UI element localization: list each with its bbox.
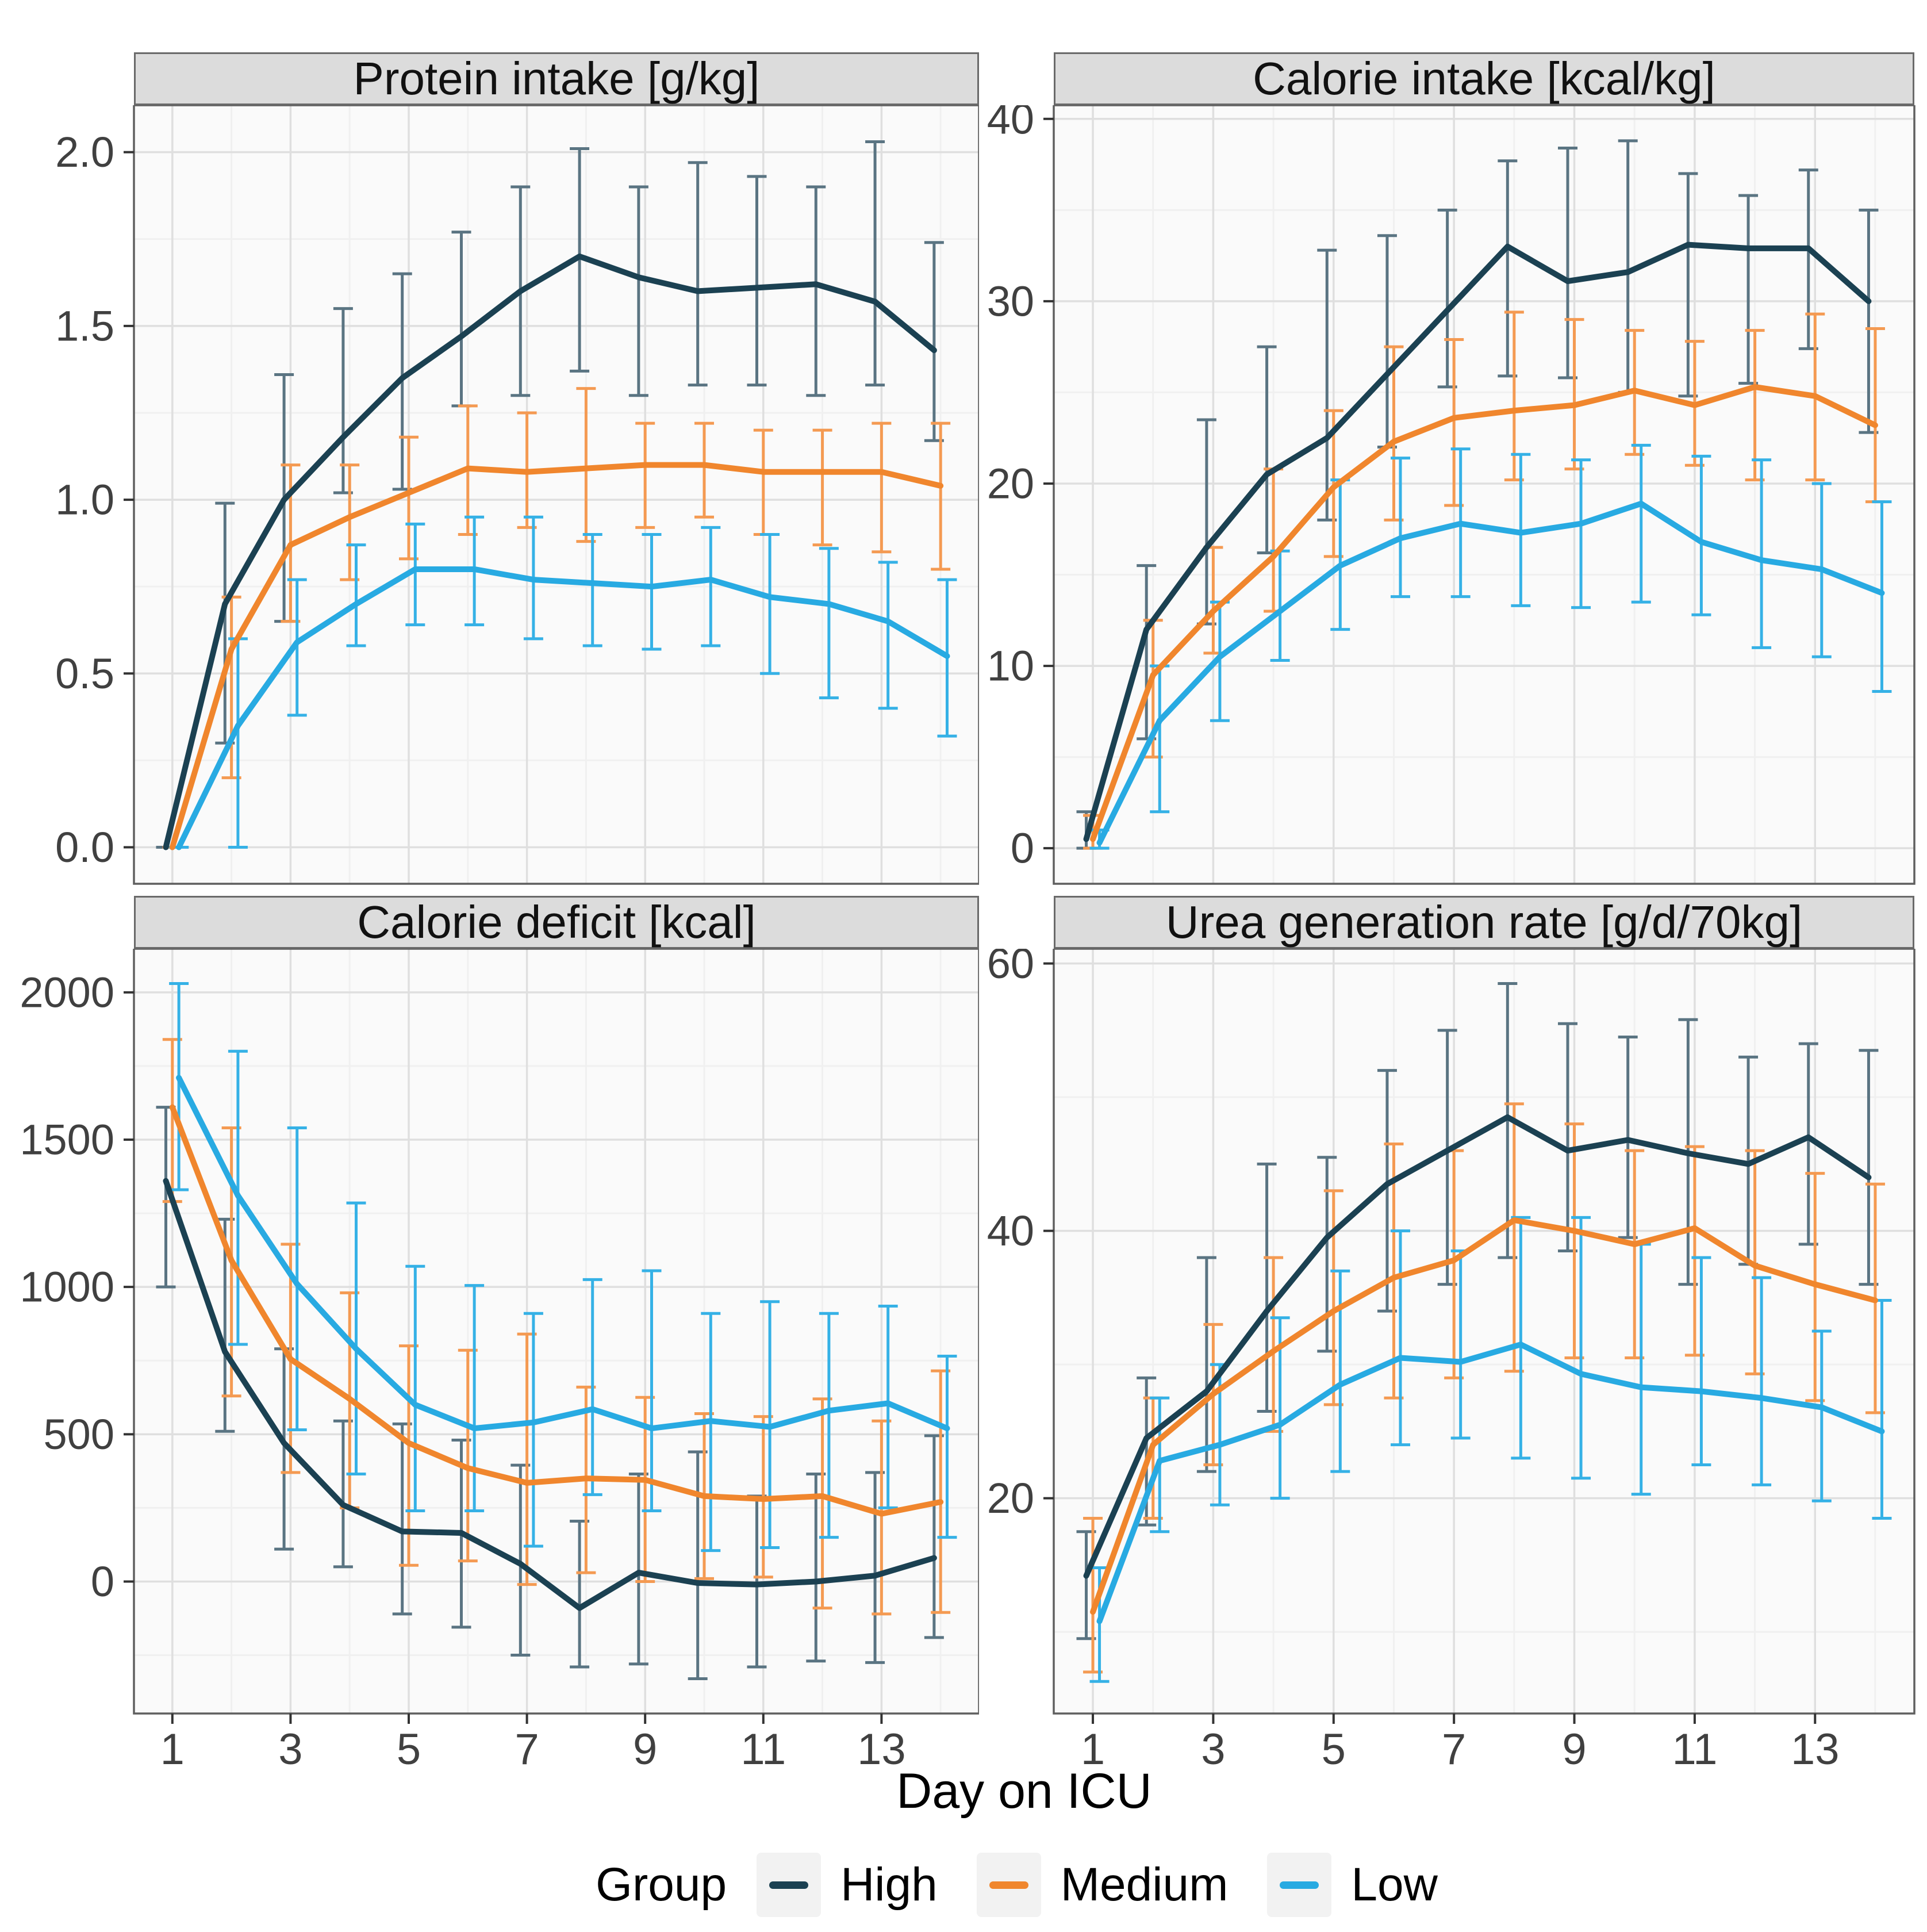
svg-text:20: 20 — [987, 1474, 1034, 1522]
svg-text:5: 5 — [397, 1725, 421, 1774]
facet-plot-calorie-intake: 0 10 20 30 40 — [987, 105, 1916, 885]
facet-strip-urea-generation-rate: Urea generation rate [g/d/70kg] — [1054, 896, 1914, 949]
panel-background — [134, 949, 979, 1713]
y-axis: 0 500 1000 1500 2000 — [20, 968, 134, 1605]
svg-text:40: 40 — [987, 1207, 1034, 1255]
legend-key-high — [757, 1853, 822, 1917]
facet-title: Calorie intake [kcal/kg] — [1253, 53, 1715, 104]
svg-text:11: 11 — [1672, 1725, 1717, 1774]
panel-background — [1054, 949, 1914, 1713]
svg-text:30: 30 — [987, 277, 1034, 325]
y-axis: 0.0 0.5 1.0 1.5 2.0 — [55, 128, 134, 871]
svg-text:0.0: 0.0 — [55, 823, 114, 871]
svg-text:13: 13 — [1791, 1725, 1840, 1774]
low-line-swatch-icon — [1280, 1881, 1319, 1889]
legend-label-low: Low — [1351, 1858, 1438, 1911]
facet-strip-calorie-deficit: Calorie deficit [kcal] — [134, 896, 979, 949]
x-axis-title: Day on ICU — [896, 1764, 1152, 1819]
svg-text:5: 5 — [1322, 1725, 1346, 1774]
svg-text:7: 7 — [1442, 1725, 1466, 1774]
facet-strip-protein-intake: Protein intake [g/kg] — [134, 52, 979, 105]
svg-text:1.0: 1.0 — [55, 476, 114, 524]
errorbars-high — [156, 140, 944, 849]
medium-line-swatch-icon — [989, 1881, 1028, 1889]
svg-text:2000: 2000 — [20, 968, 114, 1016]
facet-title: Calorie deficit [kcal] — [357, 896, 756, 948]
series-line-medium — [169, 462, 944, 850]
facet-title: Protein intake [g/kg] — [353, 53, 760, 104]
series-line-medium — [1090, 384, 1878, 842]
errorbars-low — [169, 982, 957, 1552]
series-line-high — [163, 253, 937, 850]
svg-text:0: 0 — [91, 1558, 114, 1605]
svg-text:9: 9 — [1562, 1725, 1586, 1774]
series-line-high — [1083, 1114, 1872, 1579]
svg-text:2.0: 2.0 — [55, 128, 114, 176]
svg-text:1000: 1000 — [20, 1263, 114, 1311]
facet-strip-calorie-intake: Calorie intake [kcal/kg] — [1054, 52, 1914, 105]
panel-border — [1053, 105, 1916, 885]
svg-text:3: 3 — [1201, 1725, 1225, 1774]
svg-text:500: 500 — [44, 1410, 114, 1458]
y-axis: 20 40 60 — [987, 949, 1054, 1522]
svg-text:10: 10 — [987, 642, 1034, 690]
svg-text:1: 1 — [160, 1725, 185, 1774]
panel-background — [1054, 105, 1914, 884]
svg-text:0.5: 0.5 — [55, 650, 114, 697]
x-axis: 1 3 5 7 9 11 13 — [160, 1713, 906, 1774]
svg-text:40: 40 — [987, 105, 1034, 143]
series-line-medium — [1090, 1217, 1878, 1615]
errorbars-medium — [162, 387, 951, 849]
series-line-high — [1083, 241, 1872, 842]
grid-minor — [1054, 105, 1914, 884]
panel-border — [1053, 949, 1916, 1715]
svg-text:1: 1 — [1081, 1725, 1105, 1774]
legend-key-medium — [976, 1853, 1041, 1917]
series-line-low — [176, 566, 950, 850]
high-line-swatch-icon — [769, 1881, 809, 1889]
series-line-high — [163, 1178, 937, 1611]
facet-plot-protein-intake: 0.0 0.5 1.0 1.5 2.0 — [55, 105, 979, 885]
errorbars-low — [1089, 443, 1892, 850]
svg-text:13: 13 — [857, 1725, 906, 1774]
svg-text:3: 3 — [278, 1725, 302, 1774]
series-line-low — [176, 1075, 950, 1432]
svg-text:9: 9 — [633, 1725, 657, 1774]
series-line-low — [1096, 500, 1885, 846]
svg-text:7: 7 — [515, 1725, 539, 1774]
svg-text:1.5: 1.5 — [55, 302, 114, 350]
series-line-medium — [169, 1104, 944, 1517]
svg-text:11: 11 — [740, 1725, 786, 1774]
errorbars-high — [1076, 139, 1879, 850]
svg-text:20: 20 — [987, 459, 1034, 507]
legend-label-high: High — [840, 1858, 938, 1911]
series-line-low — [1096, 1341, 1885, 1624]
panel-border — [133, 949, 979, 1715]
legend-label-medium: Medium — [1060, 1858, 1229, 1911]
x-axis: 1 3 5 7 9 11 13 — [1081, 1713, 1840, 1774]
legend-title: Group — [596, 1858, 727, 1911]
svg-text:1500: 1500 — [20, 1116, 114, 1163]
legend: Group High Medium Low — [134, 1850, 1914, 1919]
facet-title: Urea generation rate [g/d/70kg] — [1165, 896, 1803, 948]
panel-border — [133, 105, 979, 885]
svg-text:0: 0 — [1011, 825, 1034, 872]
y-axis: 0 10 20 30 40 — [987, 105, 1054, 872]
svg-text:60: 60 — [987, 949, 1034, 987]
panel-background — [134, 105, 979, 884]
legend-key-low — [1267, 1853, 1332, 1917]
